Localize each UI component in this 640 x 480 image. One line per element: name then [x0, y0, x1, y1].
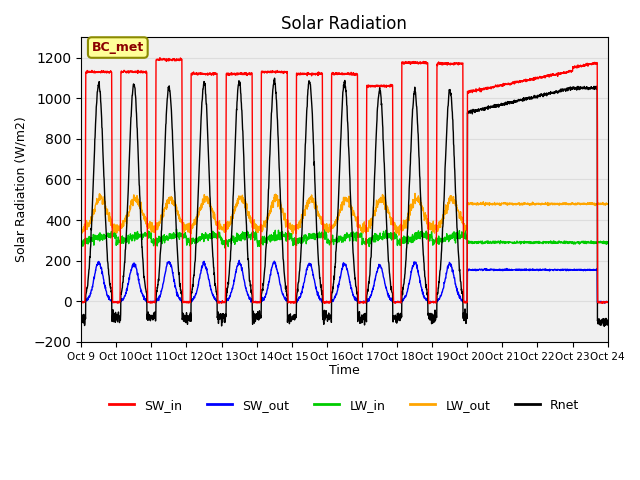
Text: BC_met: BC_met — [92, 41, 144, 54]
Y-axis label: Solar Radiation (W/m2): Solar Radiation (W/m2) — [15, 117, 28, 263]
X-axis label: Time: Time — [329, 364, 360, 377]
Title: Solar Radiation: Solar Radiation — [282, 15, 407, 33]
Legend: SW_in, SW_out, LW_in, LW_out, Rnet: SW_in, SW_out, LW_in, LW_out, Rnet — [104, 394, 584, 417]
